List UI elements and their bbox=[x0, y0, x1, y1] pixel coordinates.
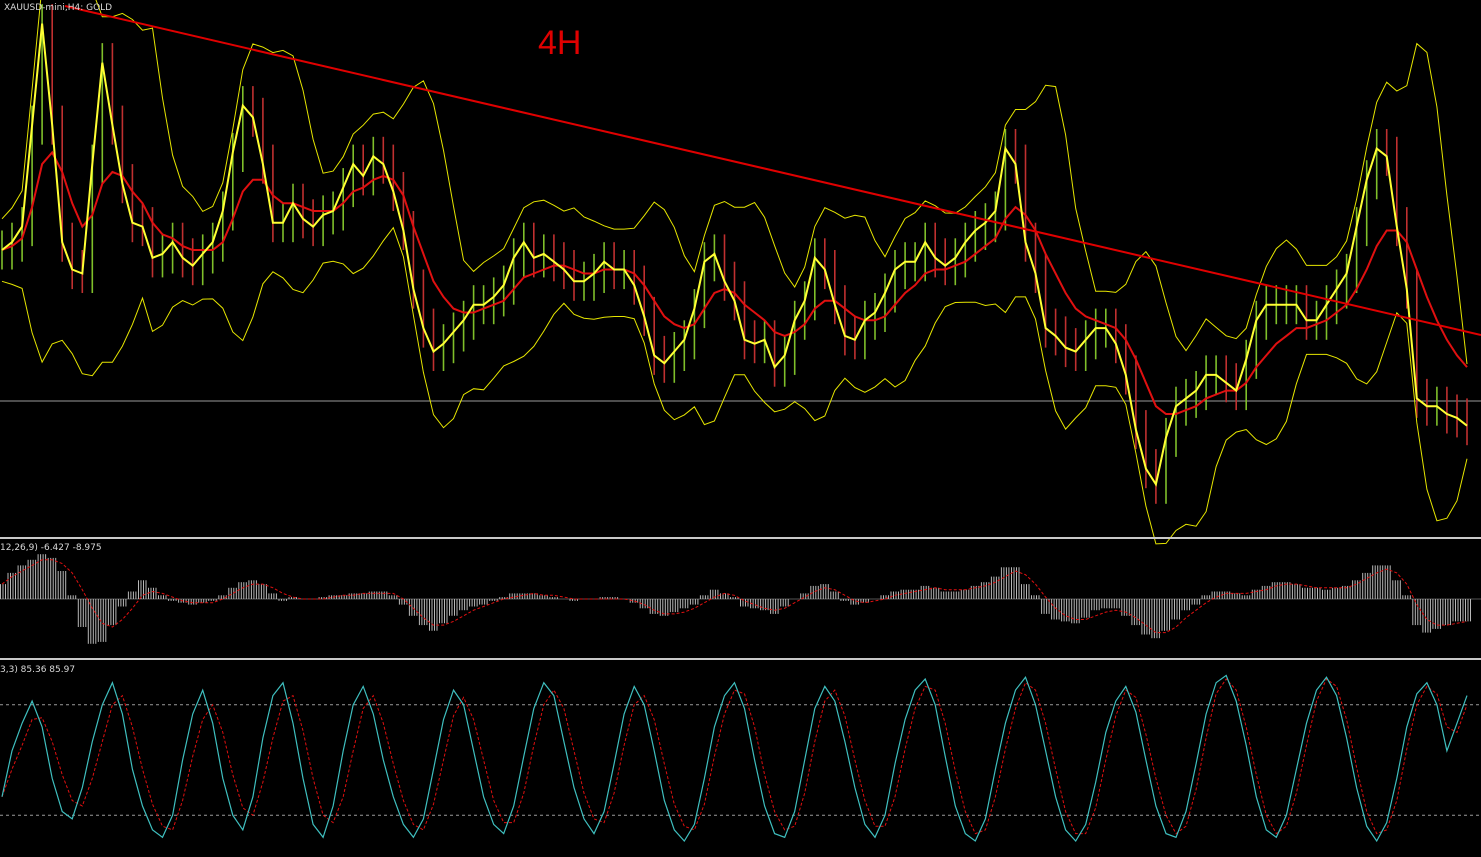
macd-indicator-label: 12,26,9) -6.427 -8.975 bbox=[0, 543, 102, 553]
timeframe-annotation: 4H bbox=[538, 24, 582, 62]
bollinger-lower-line bbox=[1, 226, 1468, 545]
stochastic-signal-line bbox=[1, 678, 1468, 835]
stochastic-panel bbox=[0, 674, 1481, 843]
slow-moving-average-line bbox=[1, 150, 1468, 415]
descending-trendline bbox=[64, 5, 1481, 336]
symbol-label: XAUUSD-mini,H4: GOLD bbox=[4, 3, 113, 13]
stochastic-indicator-label: 3,3) 85.36 85.97 bbox=[0, 665, 76, 675]
macd-signal-line bbox=[1, 559, 1468, 634]
macd-panel bbox=[0, 554, 1481, 644]
panel-separator[interactable] bbox=[0, 537, 1481, 539]
price-panel bbox=[0, 0, 1481, 545]
price-line bbox=[1, 23, 1468, 487]
bollinger-upper-line bbox=[1, 0, 1468, 365]
stochastic-main-line bbox=[1, 674, 1468, 843]
panel-separator[interactable] bbox=[0, 658, 1481, 660]
